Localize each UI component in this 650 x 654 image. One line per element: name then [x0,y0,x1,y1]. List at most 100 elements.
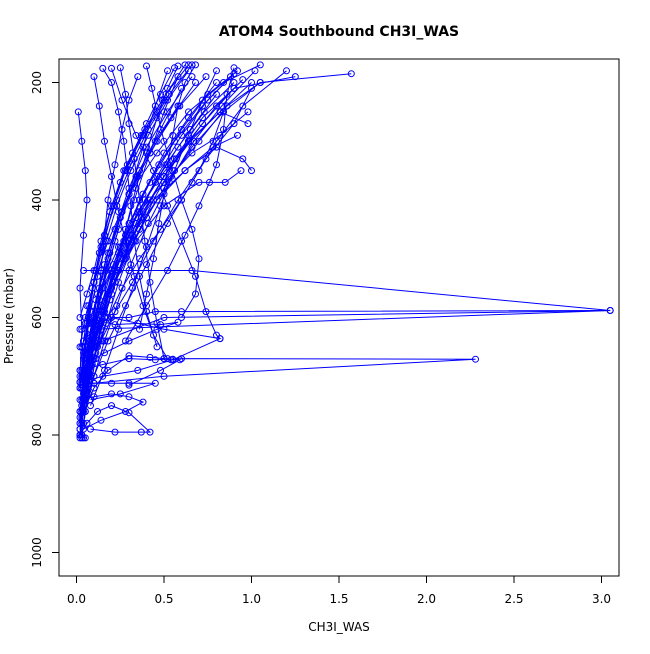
data-point [230,64,238,72]
data-point [81,361,89,368]
series-profile [76,61,264,351]
data-point [347,70,355,78]
data-point [90,325,98,333]
data-point [81,379,89,387]
series-line [88,111,224,377]
data-point [125,314,133,321]
data-point [239,155,247,163]
data-point [169,167,177,175]
data-point [101,231,108,239]
data-point [206,178,213,186]
series-line [81,76,207,389]
plot-frame [58,58,620,577]
y-tick-label: 400 [30,189,44,212]
data-point [248,167,255,175]
data-point [76,372,84,380]
data-point [115,225,122,233]
data-point [188,149,196,157]
data-point [153,325,161,333]
data-point [94,343,101,351]
data-point [157,225,164,233]
y-tick-label: 600 [30,306,44,329]
series-line [79,111,249,389]
data-point [85,372,93,380]
data-point [202,73,210,81]
data-point [223,90,231,98]
data-point [132,184,140,192]
series-line [81,70,287,412]
data-point [141,196,149,204]
data-point [216,335,224,343]
data-point [192,61,199,69]
data-point [74,108,82,116]
data-point [118,284,126,292]
data-point [122,90,129,98]
data-point [125,120,133,128]
data-point [188,225,196,233]
data-point [78,325,86,333]
data-point [90,337,98,345]
series-line [79,64,261,347]
data-point [139,398,147,406]
data-point [101,308,108,316]
data-point [87,402,94,410]
data-point [157,321,164,329]
x-axis-label: CH3I_WAS [308,620,370,634]
data-point [130,272,138,280]
data-point [239,76,247,84]
data-point [178,314,185,321]
data-point [104,237,112,245]
data-point [116,64,124,72]
data-point [123,167,131,175]
data-point [157,173,164,180]
data-point [234,131,241,139]
data-point [108,64,115,72]
data-point [181,167,189,175]
plot-area [74,61,614,442]
data-point [76,413,84,421]
data-point [80,267,87,274]
data-point [216,131,224,139]
data-point [108,390,115,398]
data-point [78,137,86,145]
data-point [137,428,145,436]
data-point [213,67,220,75]
data-point [244,108,252,116]
series-line [79,405,152,436]
data-point [108,173,115,180]
x-tick-label: 1.0 [242,592,261,606]
data-point [169,355,177,363]
data-point [125,352,133,360]
data-point [160,355,168,363]
data-point [153,108,161,116]
data-point [115,108,122,116]
series-line [139,64,196,330]
data-point [160,178,168,186]
data-point [104,196,112,204]
data-point [164,202,171,210]
series-line [111,68,221,339]
data-point [90,73,98,81]
data-point [81,167,89,175]
data-point [174,318,182,326]
data-point [160,314,168,321]
data-point [174,143,182,151]
data-point [129,149,136,157]
x-tick-label: 0.5 [154,592,173,606]
series-line [119,67,172,361]
data-point [153,137,161,145]
data-point [94,302,101,310]
data-point [174,62,182,70]
data-point [94,408,101,415]
data-point [164,267,171,274]
data-point [90,379,98,387]
data-point [83,196,91,204]
data-point [178,126,185,133]
data-point [256,79,264,86]
data-point [115,208,122,216]
data-point [472,355,479,363]
data-point [199,96,206,104]
data-point [115,325,122,333]
data-point [178,196,185,204]
